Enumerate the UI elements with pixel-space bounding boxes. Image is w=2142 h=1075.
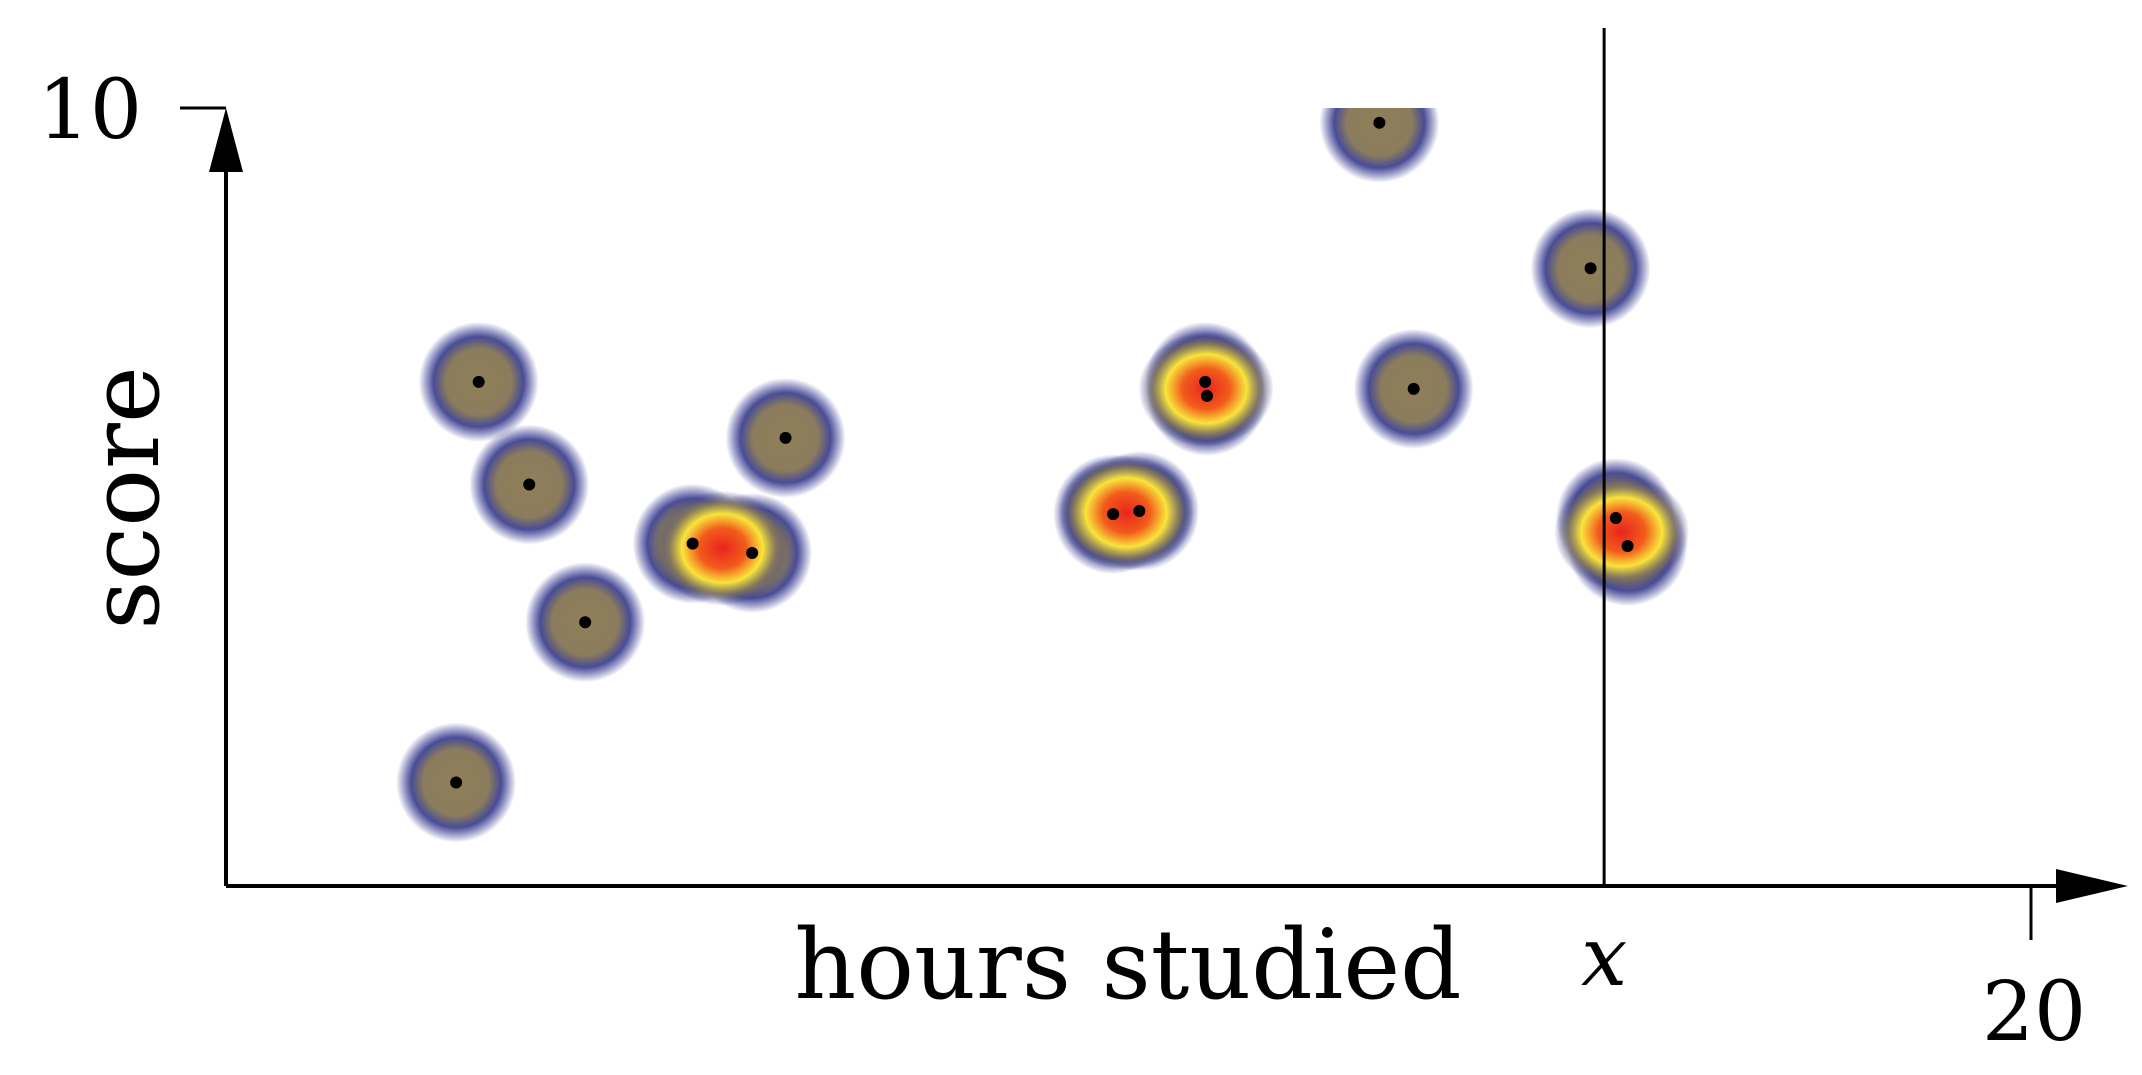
- data-point: [779, 431, 792, 444]
- data-point: [1199, 375, 1212, 388]
- density-hotspot: [654, 490, 790, 606]
- density-hot-layer: [654, 331, 1690, 606]
- y-tick-label: 10: [38, 63, 142, 158]
- data-point: [1133, 505, 1146, 518]
- data-point: [1609, 512, 1622, 525]
- data-point: [1407, 382, 1420, 395]
- density-hotspot: [1554, 474, 1690, 590]
- data-point: [686, 537, 699, 550]
- data-point: [1584, 262, 1597, 275]
- data-point: [1621, 540, 1634, 553]
- data-point: [1107, 508, 1120, 521]
- data-point: [579, 616, 592, 629]
- points-layer: [450, 116, 1634, 789]
- density-hotspot: [1058, 455, 1194, 571]
- data-point: [523, 478, 536, 491]
- x-marker-label: x: [1581, 910, 1627, 1005]
- data-point: [1373, 116, 1386, 129]
- axes: [180, 106, 2128, 940]
- density-glow: [1319, 108, 1440, 183]
- data-point: [746, 547, 759, 560]
- y-axis-arrow: [209, 108, 243, 172]
- data-point: [450, 776, 463, 789]
- x-axis-arrow: [2056, 869, 2128, 903]
- y-axis-label: score: [69, 366, 181, 630]
- density-glow-layer: [396, 108, 1688, 843]
- data-point: [472, 375, 485, 388]
- density-hotspot: [1138, 331, 1274, 447]
- data-point: [1201, 389, 1214, 402]
- x-tick-label: 20: [1982, 965, 2086, 1060]
- x-axis-label: hours studied: [794, 909, 1461, 1021]
